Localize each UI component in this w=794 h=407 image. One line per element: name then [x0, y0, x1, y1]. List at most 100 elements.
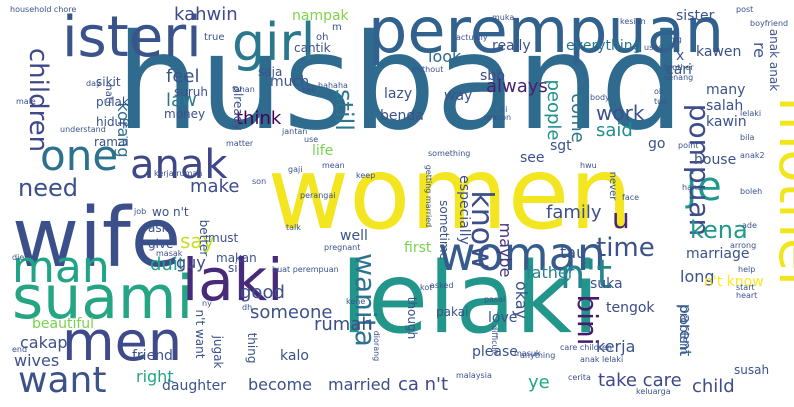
cloud-word: oh	[316, 32, 328, 43]
cloud-word: especially	[456, 175, 472, 245]
cloud-word: know	[464, 190, 499, 269]
cloud-word: body	[590, 93, 610, 102]
cloud-word: ca n't	[398, 374, 448, 395]
cloud-word: bila	[740, 133, 755, 142]
cloud-word: nampak	[292, 8, 350, 24]
cloud-word: cari	[666, 62, 692, 78]
cloud-word: anak anak	[767, 29, 781, 91]
cloud-word: men	[62, 310, 182, 373]
cloud-word: keluarga	[636, 387, 671, 396]
cloud-word: muka	[492, 13, 514, 22]
cloud-word: end	[12, 345, 27, 354]
cloud-word: please	[472, 344, 518, 360]
cloud-word: hidup	[96, 115, 130, 129]
cloud-word: make	[190, 176, 239, 197]
cloud-word: girl	[232, 13, 315, 73]
cloud-word: boyfriend	[750, 19, 788, 28]
cloud-word: kene	[346, 297, 365, 306]
cloud-word: though	[405, 297, 419, 339]
cloud-word: ade	[742, 221, 757, 230]
cloud-word: masak	[156, 249, 183, 258]
cloud-word: die	[12, 253, 24, 262]
cloud-word: brother	[664, 63, 694, 72]
cloud-word: law	[166, 90, 197, 111]
cloud-word: see	[520, 150, 545, 166]
cloud-word: kawen	[696, 44, 741, 60]
cloud-word: child	[692, 376, 735, 397]
cloud-word: someone	[250, 302, 333, 323]
cloud-word: pakai	[436, 305, 468, 319]
cloud-word: first	[404, 240, 432, 256]
cloud-word: suruh	[174, 85, 208, 99]
cloud-word: n't	[560, 252, 612, 298]
cloud-word: ni	[500, 105, 507, 114]
cloud-word: work	[596, 101, 645, 125]
cloud-word: friend	[132, 348, 173, 364]
cloud-word: wanita	[349, 253, 382, 347]
cloud-word: malaysia	[456, 371, 492, 380]
cloud-word: thing	[245, 333, 259, 364]
cloud-word: love	[488, 310, 517, 326]
cloud-word: duit	[150, 254, 185, 275]
cloud-word: sbb	[480, 68, 505, 84]
cloud-word: asked	[430, 281, 453, 290]
cloud-word: point	[678, 141, 698, 150]
cloud-word: n't want	[193, 310, 207, 359]
cloud-word: must	[208, 231, 239, 245]
cloud-word: benda	[380, 108, 424, 124]
cloud-word: cantik	[294, 41, 331, 55]
cloud-word: anything	[520, 351, 555, 360]
cloud-word: arrong	[730, 241, 756, 250]
cloud-word: ny	[202, 299, 212, 308]
cloud-word: much	[270, 74, 309, 90]
cloud-word: people	[543, 79, 564, 140]
cloud-word: mother	[767, 97, 794, 294]
cloud-word: mithout	[412, 65, 443, 74]
cloud-word: suami	[12, 263, 193, 333]
cloud-word: say	[180, 229, 215, 253]
cloud-word: kalo	[280, 348, 309, 364]
cloud-word: many	[706, 82, 745, 98]
cloud-word: used	[644, 43, 663, 52]
cloud-word: jantan	[281, 127, 307, 136]
cloud-word: perangai	[300, 191, 335, 200]
cloud-word: marriage	[686, 246, 749, 262]
cloud-word: job	[133, 207, 146, 216]
cloud-word: makan	[216, 251, 257, 265]
cloud-word: anak lelaki	[580, 355, 623, 364]
cloud-word: pulak	[96, 95, 129, 109]
cloud-word: money	[164, 107, 205, 121]
cloud-word: well	[340, 228, 368, 244]
cloud-word: rumah	[314, 314, 373, 335]
cloud-word: give	[148, 237, 173, 251]
cloud-word: ask	[148, 221, 169, 235]
cloud-word: sister	[676, 8, 715, 24]
cloud-word: everything	[566, 38, 642, 54]
cloud-word: sometime	[437, 200, 451, 260]
cloud-word: kerja rumah	[154, 169, 202, 178]
cloud-word: still	[330, 89, 358, 131]
cloud-word: gaji	[288, 165, 302, 174]
cloud-word: problem	[677, 305, 691, 355]
cloud-word: lelaki	[740, 109, 761, 118]
cloud-word: x	[676, 48, 684, 64]
cloud-word: post	[736, 5, 753, 14]
cloud-word: one	[40, 131, 118, 180]
cloud-word: korang	[114, 102, 133, 157]
cloud-word: woman	[438, 227, 606, 281]
cloud-word: anak2	[740, 151, 765, 160]
cloud-word: women	[267, 135, 632, 252]
cloud-word: beautiful	[32, 316, 94, 332]
cloud-word: pasal	[484, 295, 505, 304]
cloud-word: pompuan	[683, 104, 716, 237]
cloud-word: married	[328, 375, 391, 394]
cloud-word: wives	[14, 351, 59, 370]
cloud-word: children	[23, 48, 53, 152]
cloud-word: masuk	[514, 349, 541, 358]
cloud-word: perempuan	[368, 0, 724, 67]
cloud-word: susah	[734, 363, 769, 377]
cloud-word: better	[197, 220, 211, 257]
cloud-word: daughter	[162, 378, 226, 394]
